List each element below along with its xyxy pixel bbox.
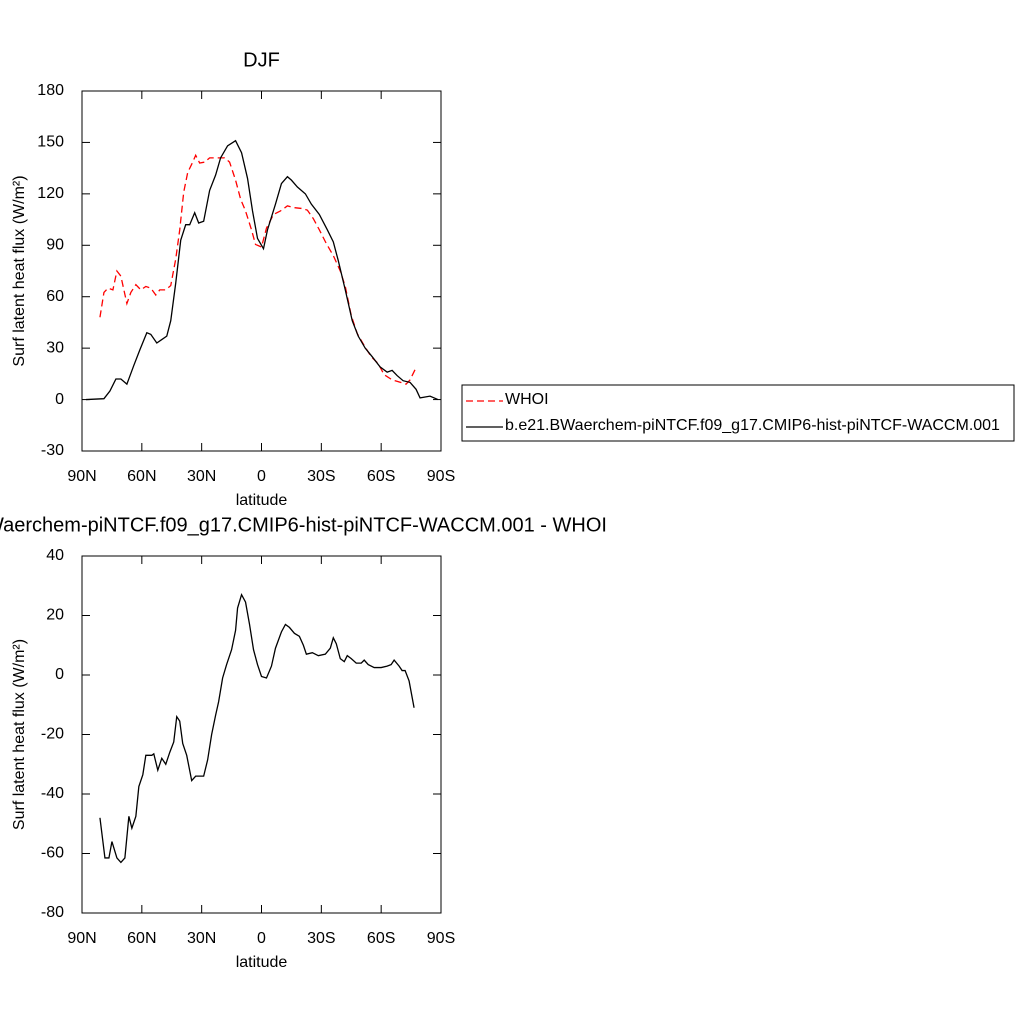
y-tick-label: -40 (41, 785, 64, 802)
y-tick-label: -80 (41, 904, 64, 921)
x-tick-label: 0 (257, 468, 266, 485)
y-tick-label: -30 (41, 442, 64, 459)
y-tick-label: 90 (46, 237, 64, 254)
y-tick-label: 180 (37, 82, 64, 99)
y-axis-label: Surf latent heat flux (W/m²) (11, 639, 28, 830)
series-line (99, 592, 415, 864)
y-tick-label: 0 (55, 391, 64, 408)
plot-frame (81, 555, 442, 914)
chart-title: b.e21.BWaerchem-piNTCF.f09_g17.CMIP6-his… (0, 514, 607, 536)
y-tick-label: -20 (41, 726, 64, 743)
x-tick-label: 90N (67, 468, 96, 485)
x-tick-label: 30N (187, 468, 216, 485)
y-tick-label: 30 (46, 339, 64, 356)
legend-box (461, 384, 1015, 442)
x-tick-label: 0 (257, 930, 266, 947)
y-tick-label: 150 (37, 134, 64, 151)
x-tick-label: 60S (367, 468, 395, 485)
y-axis-label: Surf latent heat flux (W/m²) (11, 175, 28, 366)
x-tick-label: 90S (427, 468, 455, 485)
y-tick-label: 40 (46, 547, 64, 564)
x-tick-label: 30N (187, 930, 216, 947)
legend-label: WHOI (505, 391, 549, 408)
x-axis-label: latitude (236, 492, 288, 509)
y-tick-label: -60 (41, 845, 64, 862)
plot-frame (81, 90, 442, 452)
series-line (85, 139, 439, 401)
y-tick-label: 20 (46, 607, 64, 624)
y-tick-label: 0 (55, 666, 64, 683)
y-tick-label: 120 (37, 185, 64, 202)
x-tick-label: 90S (427, 930, 455, 947)
x-axis-label: latitude (236, 954, 288, 971)
series-line (99, 153, 416, 385)
legend-label: b.e21.BWaerchem-piNTCF.f09_g17.CMIP6-his… (505, 417, 1000, 434)
x-tick-label: 30S (307, 930, 335, 947)
x-tick-label: 60S (367, 930, 395, 947)
x-tick-label: 60N (127, 930, 156, 947)
x-tick-label: 60N (127, 468, 156, 485)
y-tick-label: 60 (46, 288, 64, 305)
x-tick-label: 30S (307, 468, 335, 485)
x-tick-label: 90N (67, 930, 96, 947)
chart-title: DJF (243, 49, 280, 71)
